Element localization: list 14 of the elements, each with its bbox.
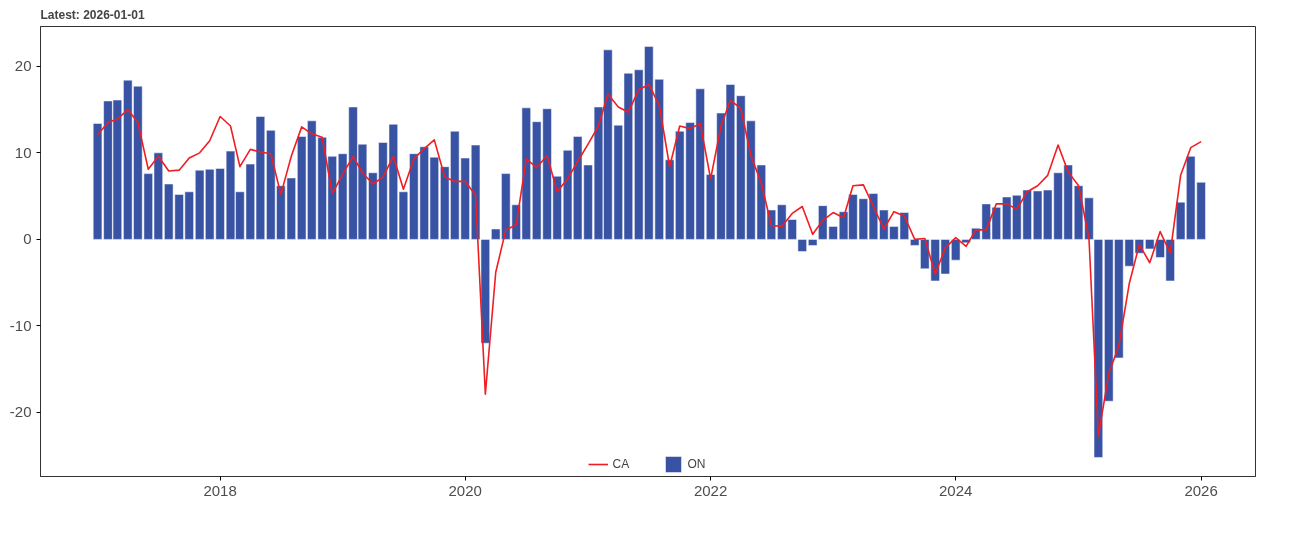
legend-label: ON [687, 457, 707, 471]
y-tick-label: -20 [9, 403, 32, 421]
y-tick-label: 10 [14, 143, 32, 161]
y-tick-label: 20 [14, 57, 32, 75]
x-tick-label: 2018 [203, 481, 237, 499]
y-tick-label: -10 [9, 316, 32, 334]
chart-title: Latest: 2026-01-01 [40, 7, 145, 22]
x-tick-label: 2022 [693, 481, 728, 499]
x-tick-label: 2020 [448, 481, 482, 499]
legend-label: CA [612, 457, 631, 471]
x-tick-label: 2026 [1184, 481, 1218, 499]
line-series [96, 83, 1202, 437]
y-tick-label: 0 [23, 230, 32, 248]
x-tick-label: 2024 [939, 481, 973, 499]
